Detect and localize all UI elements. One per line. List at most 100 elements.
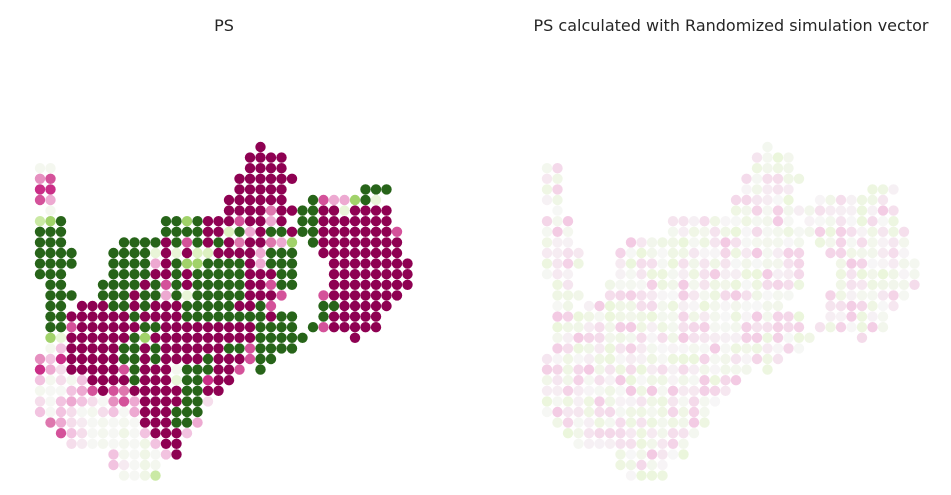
scatter-point <box>594 375 605 386</box>
scatter-point <box>552 311 563 322</box>
scatter-point <box>615 343 626 354</box>
scatter-point <box>318 290 329 301</box>
scatter-point <box>583 385 595 396</box>
scatter-point <box>783 332 794 343</box>
scatter-point <box>552 343 563 354</box>
scatter-point <box>814 216 826 227</box>
scatter-point <box>730 290 742 301</box>
scatter-point <box>772 290 784 301</box>
scatter-point <box>129 428 140 439</box>
scatter-point <box>202 375 214 386</box>
scatter-point <box>909 279 920 290</box>
scatter-point <box>814 205 826 216</box>
scatter-point <box>762 290 773 301</box>
scatter-point <box>783 311 794 322</box>
scatter-point <box>793 247 805 259</box>
scatter-point <box>66 364 77 375</box>
scatter-point <box>678 258 689 269</box>
scatter-point <box>667 396 679 407</box>
scatter-point <box>286 205 298 216</box>
scatter-point <box>328 194 340 206</box>
scatter-point <box>856 269 868 280</box>
scatter-point <box>583 332 595 343</box>
scatter-point <box>118 364 130 375</box>
scatter-point <box>604 332 616 343</box>
scatter-point <box>856 237 868 248</box>
scatter-point <box>573 428 584 439</box>
scatter-point <box>171 290 182 301</box>
scatter-point <box>181 269 193 280</box>
scatter-point <box>552 279 563 290</box>
scatter-point <box>45 173 56 184</box>
scatter-point <box>772 269 784 280</box>
scatter-point <box>678 311 689 322</box>
scatter-point <box>562 396 574 407</box>
scatter-point <box>118 428 130 439</box>
scatter-point <box>709 269 721 280</box>
scatter-point <box>646 237 658 248</box>
scatter-point <box>34 163 46 174</box>
scatter-point <box>730 353 742 365</box>
scatter-point <box>856 332 868 343</box>
scatter-point <box>139 269 151 280</box>
scatter-point <box>349 290 361 301</box>
scatter-point <box>223 205 235 216</box>
scatter-point <box>339 258 350 269</box>
scatter-point <box>118 343 130 354</box>
scatter-point <box>349 322 361 333</box>
scatter-point <box>213 353 224 365</box>
scatter-point <box>234 226 245 237</box>
scatter-point <box>223 258 235 269</box>
scatter-point <box>699 406 710 418</box>
scatter-point <box>646 279 658 290</box>
scatter-point <box>741 279 752 290</box>
scatter-point <box>552 216 563 227</box>
scatter-point <box>160 343 172 354</box>
scatter-point <box>181 322 193 333</box>
scatter-point <box>87 428 98 439</box>
scatter-point <box>139 459 151 471</box>
scatter-point <box>118 459 130 471</box>
scatter-point <box>202 353 214 365</box>
scatter-point <box>573 258 584 269</box>
scatter-point <box>835 226 847 237</box>
scatter-point <box>552 258 563 269</box>
scatter-point <box>349 258 361 269</box>
scatter-point <box>265 163 277 174</box>
scatter-point <box>552 375 563 386</box>
scatter-point <box>255 300 266 312</box>
scatter-point <box>867 194 878 206</box>
scatter-point <box>825 311 836 322</box>
scatter-point <box>328 311 340 322</box>
scatter-point <box>139 428 151 439</box>
scatter-point <box>286 258 298 269</box>
scatter-point <box>244 269 256 280</box>
scatter-point <box>87 353 98 365</box>
scatter-point <box>657 237 668 248</box>
scatter-point <box>244 152 256 163</box>
chart-title-right: PS calculated with Randomized simulation… <box>533 16 929 35</box>
scatter-point <box>55 417 67 428</box>
scatter-point <box>562 343 574 354</box>
scatter-point <box>867 290 878 301</box>
scatter-point <box>552 322 563 333</box>
scatter-point <box>171 279 182 290</box>
scatter-point <box>160 300 172 312</box>
scatter-point <box>160 258 172 269</box>
scatter-point <box>699 258 710 269</box>
scatter-point <box>339 290 350 301</box>
scatter-point <box>762 152 773 163</box>
scatter-point <box>625 470 637 481</box>
scatter-point <box>615 247 626 259</box>
scatter-point <box>181 279 193 290</box>
scatter-point <box>286 226 298 237</box>
scatter-point <box>573 247 584 259</box>
scatter-point <box>171 332 182 343</box>
scatter-point <box>562 385 574 396</box>
scatter-point <box>381 290 392 301</box>
scatter-point <box>265 258 277 269</box>
scatter-point <box>181 311 193 322</box>
scatter-point <box>646 300 658 312</box>
scatter-point <box>150 417 161 428</box>
scatter-point <box>192 332 203 343</box>
